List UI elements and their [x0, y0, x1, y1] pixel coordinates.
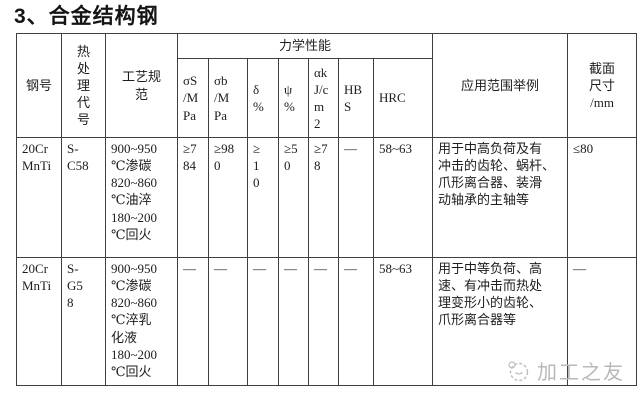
alloy-steel-table: 钢号 热 处 理 代 号 工艺规 范 力学性能 应用范围举例 截面 尺寸 /mm… [16, 33, 638, 386]
cell-application: 用于中等负荷、高 速、有冲击而热处 理变形小的齿轮、 爪形离合器等 [432, 257, 569, 386]
cell-heat-treatment-code: S- C58 [61, 137, 106, 258]
header-hbs: HB S [338, 58, 374, 138]
header-process-spec: 工艺规 范 [105, 33, 178, 138]
watermark-label: 加工之友 [537, 362, 625, 384]
cell-hrc: 58~63 [372, 257, 434, 386]
cell-alpha-k: — [308, 257, 339, 386]
cell-hbs: — [338, 137, 374, 258]
table-row: 20Cr MnTi S- G5 8 900~950 ℃渗碳 820~860 ℃淬… [16, 257, 638, 386]
cell-sigma-s: — [177, 257, 209, 386]
cell-section-size: ≤80 [567, 137, 638, 258]
watermark-logo-icon [506, 359, 530, 383]
cell-hrc: 58~63 [372, 137, 434, 258]
cell-alpha-k: ≥7 8 [308, 137, 339, 258]
cell-sigma-b: ≥98 0 [208, 137, 248, 258]
cell-process-spec: 900~950 ℃渗碳 820~860 ℃淬乳 化液 180~200 ℃回火 [105, 257, 178, 386]
cell-heat-treatment-code: S- G5 8 [61, 257, 106, 386]
cell-steel-grade: 20Cr MnTi [16, 137, 62, 258]
watermark: 加工之友 [506, 356, 625, 385]
cell-steel-grade: 20Cr MnTi [16, 257, 62, 386]
header-delta: δ % [247, 58, 279, 138]
cell-delta: — [247, 257, 279, 386]
header-section-size: 截面 尺寸 /mm [567, 33, 638, 138]
header-hrc: HRC [372, 58, 434, 138]
cell-psi: — [278, 257, 309, 386]
header-mechanical-properties: 力学性能 [176, 33, 434, 59]
cell-hbs: — [338, 257, 374, 386]
header-sigma-s: σS /M Pa [177, 58, 209, 138]
header-row-sub: σS /M Pa σb /M Pa δ % ψ % αk J/c m 2 HB … [17, 58, 637, 138]
cell-sigma-b: — [208, 257, 248, 386]
header-sigma-b: σb /M Pa [208, 58, 248, 138]
table-row: 20Cr MnTi S- C58 900~950 ℃渗碳 820~860 ℃油淬… [16, 137, 638, 258]
cell-section-size: — [567, 257, 638, 386]
cell-sigma-s: ≥7 84 [177, 137, 209, 258]
header-psi: ψ % [278, 58, 309, 138]
cell-psi: ≥5 0 [278, 137, 309, 258]
header-heat-treatment-code: 热 处 理 代 号 [61, 33, 106, 138]
page-title: 3、合金结构钢 [14, 5, 159, 28]
cell-process-spec: 900~950 ℃渗碳 820~860 ℃油淬 180~200 ℃回火 [105, 137, 178, 258]
header-row-top: 钢号 热 处 理 代 号 工艺规 范 力学性能 应用范围举例 截面 尺寸 /mm [16, 33, 638, 138]
cell-application: 用于中高负荷及有 冲击的齿轮、蜗杆、 爪形离合器、装滑 动轴承的主轴等 [432, 137, 569, 258]
header-alpha-k: αk J/c m 2 [308, 58, 339, 138]
cell-delta: ≥ 1 0 [247, 137, 279, 258]
header-application: 应用范围举例 [432, 33, 569, 138]
header-steel-grade: 钢号 [16, 33, 62, 138]
